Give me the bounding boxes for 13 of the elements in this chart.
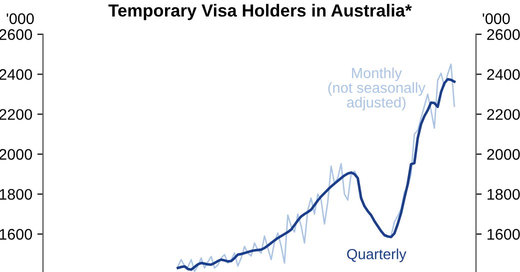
series-label: Quarterly: [347, 248, 406, 262]
y-tick-label: 2400: [487, 69, 520, 80]
series-label: Monthly (not seasonally adjusted): [328, 68, 426, 110]
text: '000: [482, 13, 510, 24]
y-tick-label: 2000: [487, 149, 520, 160]
chart-title: Temporary Visa Holders in Australia*: [108, 4, 412, 20]
y-tick-label: 1800: [488, 188, 520, 200]
y2-tick-label: 1600: [0, 228, 32, 240]
y2-tick-label: 1800: [0, 188, 32, 200]
y-tick-label: 2200: [487, 109, 520, 120]
text: '000: [6, 13, 34, 24]
y-tick-label: 2600: [487, 29, 520, 40]
y-tick-label: 1600: [488, 228, 520, 240]
